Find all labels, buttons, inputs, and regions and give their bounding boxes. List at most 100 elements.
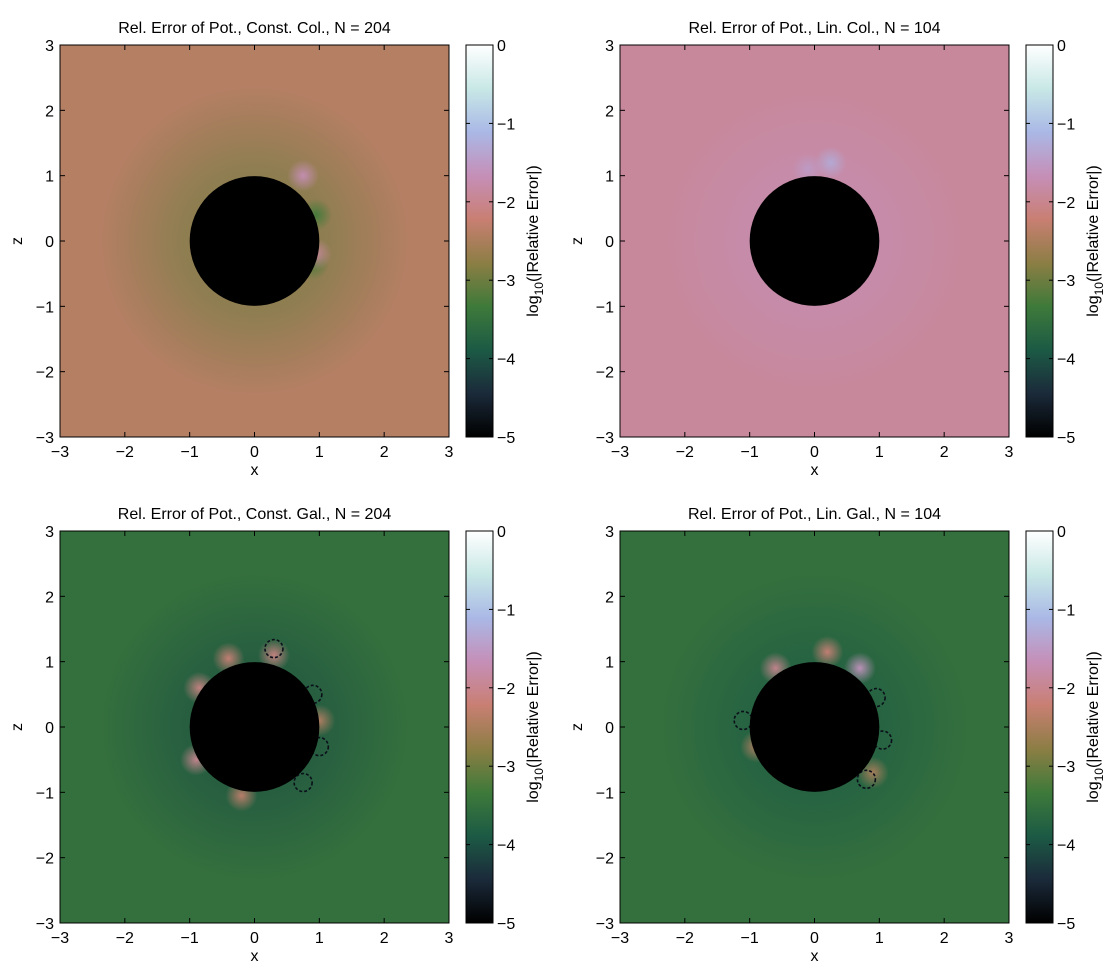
y-tick-label: −3 [596,430,614,447]
sphere [750,662,880,792]
y-tick-label: 1 [605,655,614,672]
colorbar-tick-label: −1 [497,602,515,619]
y-tick-label: −1 [596,785,614,802]
y-tick-label: 0 [45,234,54,251]
colorbar-tick-label: −3 [497,273,515,290]
chart-title: Rel. Error of Pot., Lin. Col., N = 104 [688,20,940,37]
y-tick-label: −3 [596,916,614,933]
y-tick-label: −3 [36,430,54,447]
colorbar-tick-label: 0 [1057,524,1066,541]
x-tick-label: 0 [250,930,259,947]
y-axis-label: z [569,723,586,731]
x-tick-label: 3 [1005,444,1014,461]
y-tick-label: 1 [45,655,54,672]
panel-2: −3 −2 −1 0 1 2 3 3 2 1 0 −1 −2 −3 Rel. Error of Pot., … [569,20,1106,479]
colorbar-gradient [1026,531,1053,923]
colorbar-tick-label: −5 [1057,430,1075,447]
colorbar-tick-label: −5 [497,916,515,933]
colorbar-tick-label: −3 [1057,759,1075,776]
sphere [190,662,320,792]
colorbar-tick-label: −4 [1057,838,1075,855]
x-tick-label: 3 [445,930,454,947]
y-tick-label: 1 [45,169,54,186]
colorbar-tick-label: −1 [497,116,515,133]
y-tick-label: −2 [36,365,54,382]
panel-1: −3 −2 −1 0 1 2 3 3 2 1 0 −1 −2 −3 Rel. Error of Pot., … [9,20,546,479]
heatmap [60,45,449,437]
colorbar-label: log10(|Relative Error|) [525,651,546,803]
colorbar-tick-label: −2 [1057,195,1075,212]
x-tick-label: 1 [875,444,884,461]
sphere [750,176,880,306]
x-tick-label: 1 [875,930,884,947]
y-tick-label: −2 [596,851,614,868]
x-tick-label: −2 [676,444,694,461]
colorbar-tick-label: −2 [497,681,515,698]
x-tick-label: 2 [940,930,949,947]
x-tick-label: 1 [315,444,324,461]
colorbar-tick-label: −2 [497,195,515,212]
colorbar-tick-label: −4 [497,352,515,369]
colorbar-tick-label: −2 [1057,681,1075,698]
x-axis-label: x [251,462,259,479]
y-axis-label: z [9,723,26,731]
panel-3: −3 −2 −1 0 1 2 3 3 2 1 0 −1 −2 −3 Rel. Error of Pot., … [9,506,546,964]
x-tick-label: 0 [250,444,259,461]
heatmap [620,531,1009,923]
y-tick-label: −1 [36,299,54,316]
y-tick-label: 3 [605,524,614,541]
y-tick-label: −1 [596,299,614,316]
colorbar-gradient [1026,45,1053,437]
colorbar-tick-label: 0 [497,524,506,541]
y-tick-label: 3 [45,38,54,55]
y-tick-label: −3 [36,916,54,933]
y-tick-label: 2 [605,103,614,120]
y-tick-label: 2 [605,589,614,606]
panel-4: −3 −2 −1 0 1 2 3 3 2 1 0 −1 −2 −3 Rel. Error of Pot., … [569,506,1106,964]
y-tick-label: 3 [605,38,614,55]
x-tick-label: 2 [380,930,389,947]
y-axis-label: z [9,237,26,245]
x-tick-label: 2 [940,444,949,461]
x-tick-label: −1 [181,930,199,947]
x-tick-label: −1 [741,930,759,947]
error-hotspot [287,160,319,192]
colorbar-tick-label: −4 [497,838,515,855]
colorbar-tick-label: 0 [497,38,506,55]
heatmap [620,45,1009,437]
colorbar-tick-label: −1 [1057,116,1075,133]
x-axis-label: x [811,462,819,479]
colorbar-tick-label: −1 [1057,602,1075,619]
x-axis-label: x [251,948,259,964]
x-tick-label: 3 [445,444,454,461]
heatmap [60,531,449,923]
colorbar-label: log10(|Relative Error|) [525,165,546,317]
sphere [190,176,320,306]
y-tick-label: −2 [596,365,614,382]
chart-title: Rel. Error of Pot., Const. Col., N = 204 [118,20,391,37]
x-axis-label: x [811,948,819,964]
colorbar: 0 −1 −2 −3 −4 −5 log10(|Relative Error|) [1026,524,1106,933]
x-tick-label: −1 [741,444,759,461]
colorbar-label: log10(|Relative Error|) [1085,651,1106,803]
colorbar-tick-label: −5 [497,430,515,447]
y-tick-label: 2 [45,103,54,120]
x-tick-label: 0 [810,444,819,461]
colorbar: 0 −1 −2 −3 −4 −5 log10(|Relative Error|) [466,524,546,933]
y-tick-label: 1 [605,169,614,186]
colorbar: 0 −1 −2 −3 −4 −5 log10(|Relative Error|) [466,38,546,447]
colorbar-tick-label: −5 [1057,916,1075,933]
y-tick-label: 3 [45,524,54,541]
chart-title: Rel. Error of Pot., Lin. Gal., N = 104 [688,506,941,523]
x-tick-label: 0 [810,930,819,947]
chart-title: Rel. Error of Pot., Const. Gal., N = 204 [118,506,392,523]
x-tick-label: 3 [1005,930,1014,947]
colorbar-tick-label: 0 [1057,38,1066,55]
y-tick-label: −1 [36,785,54,802]
colorbar: 0 −1 −2 −3 −4 −5 log10(|Relative Error|) [1026,38,1106,447]
y-tick-label: 0 [45,720,54,737]
colorbar-gradient [466,531,493,923]
colorbar-label: log10(|Relative Error|) [1085,165,1106,317]
y-axis-label: z [569,237,586,245]
